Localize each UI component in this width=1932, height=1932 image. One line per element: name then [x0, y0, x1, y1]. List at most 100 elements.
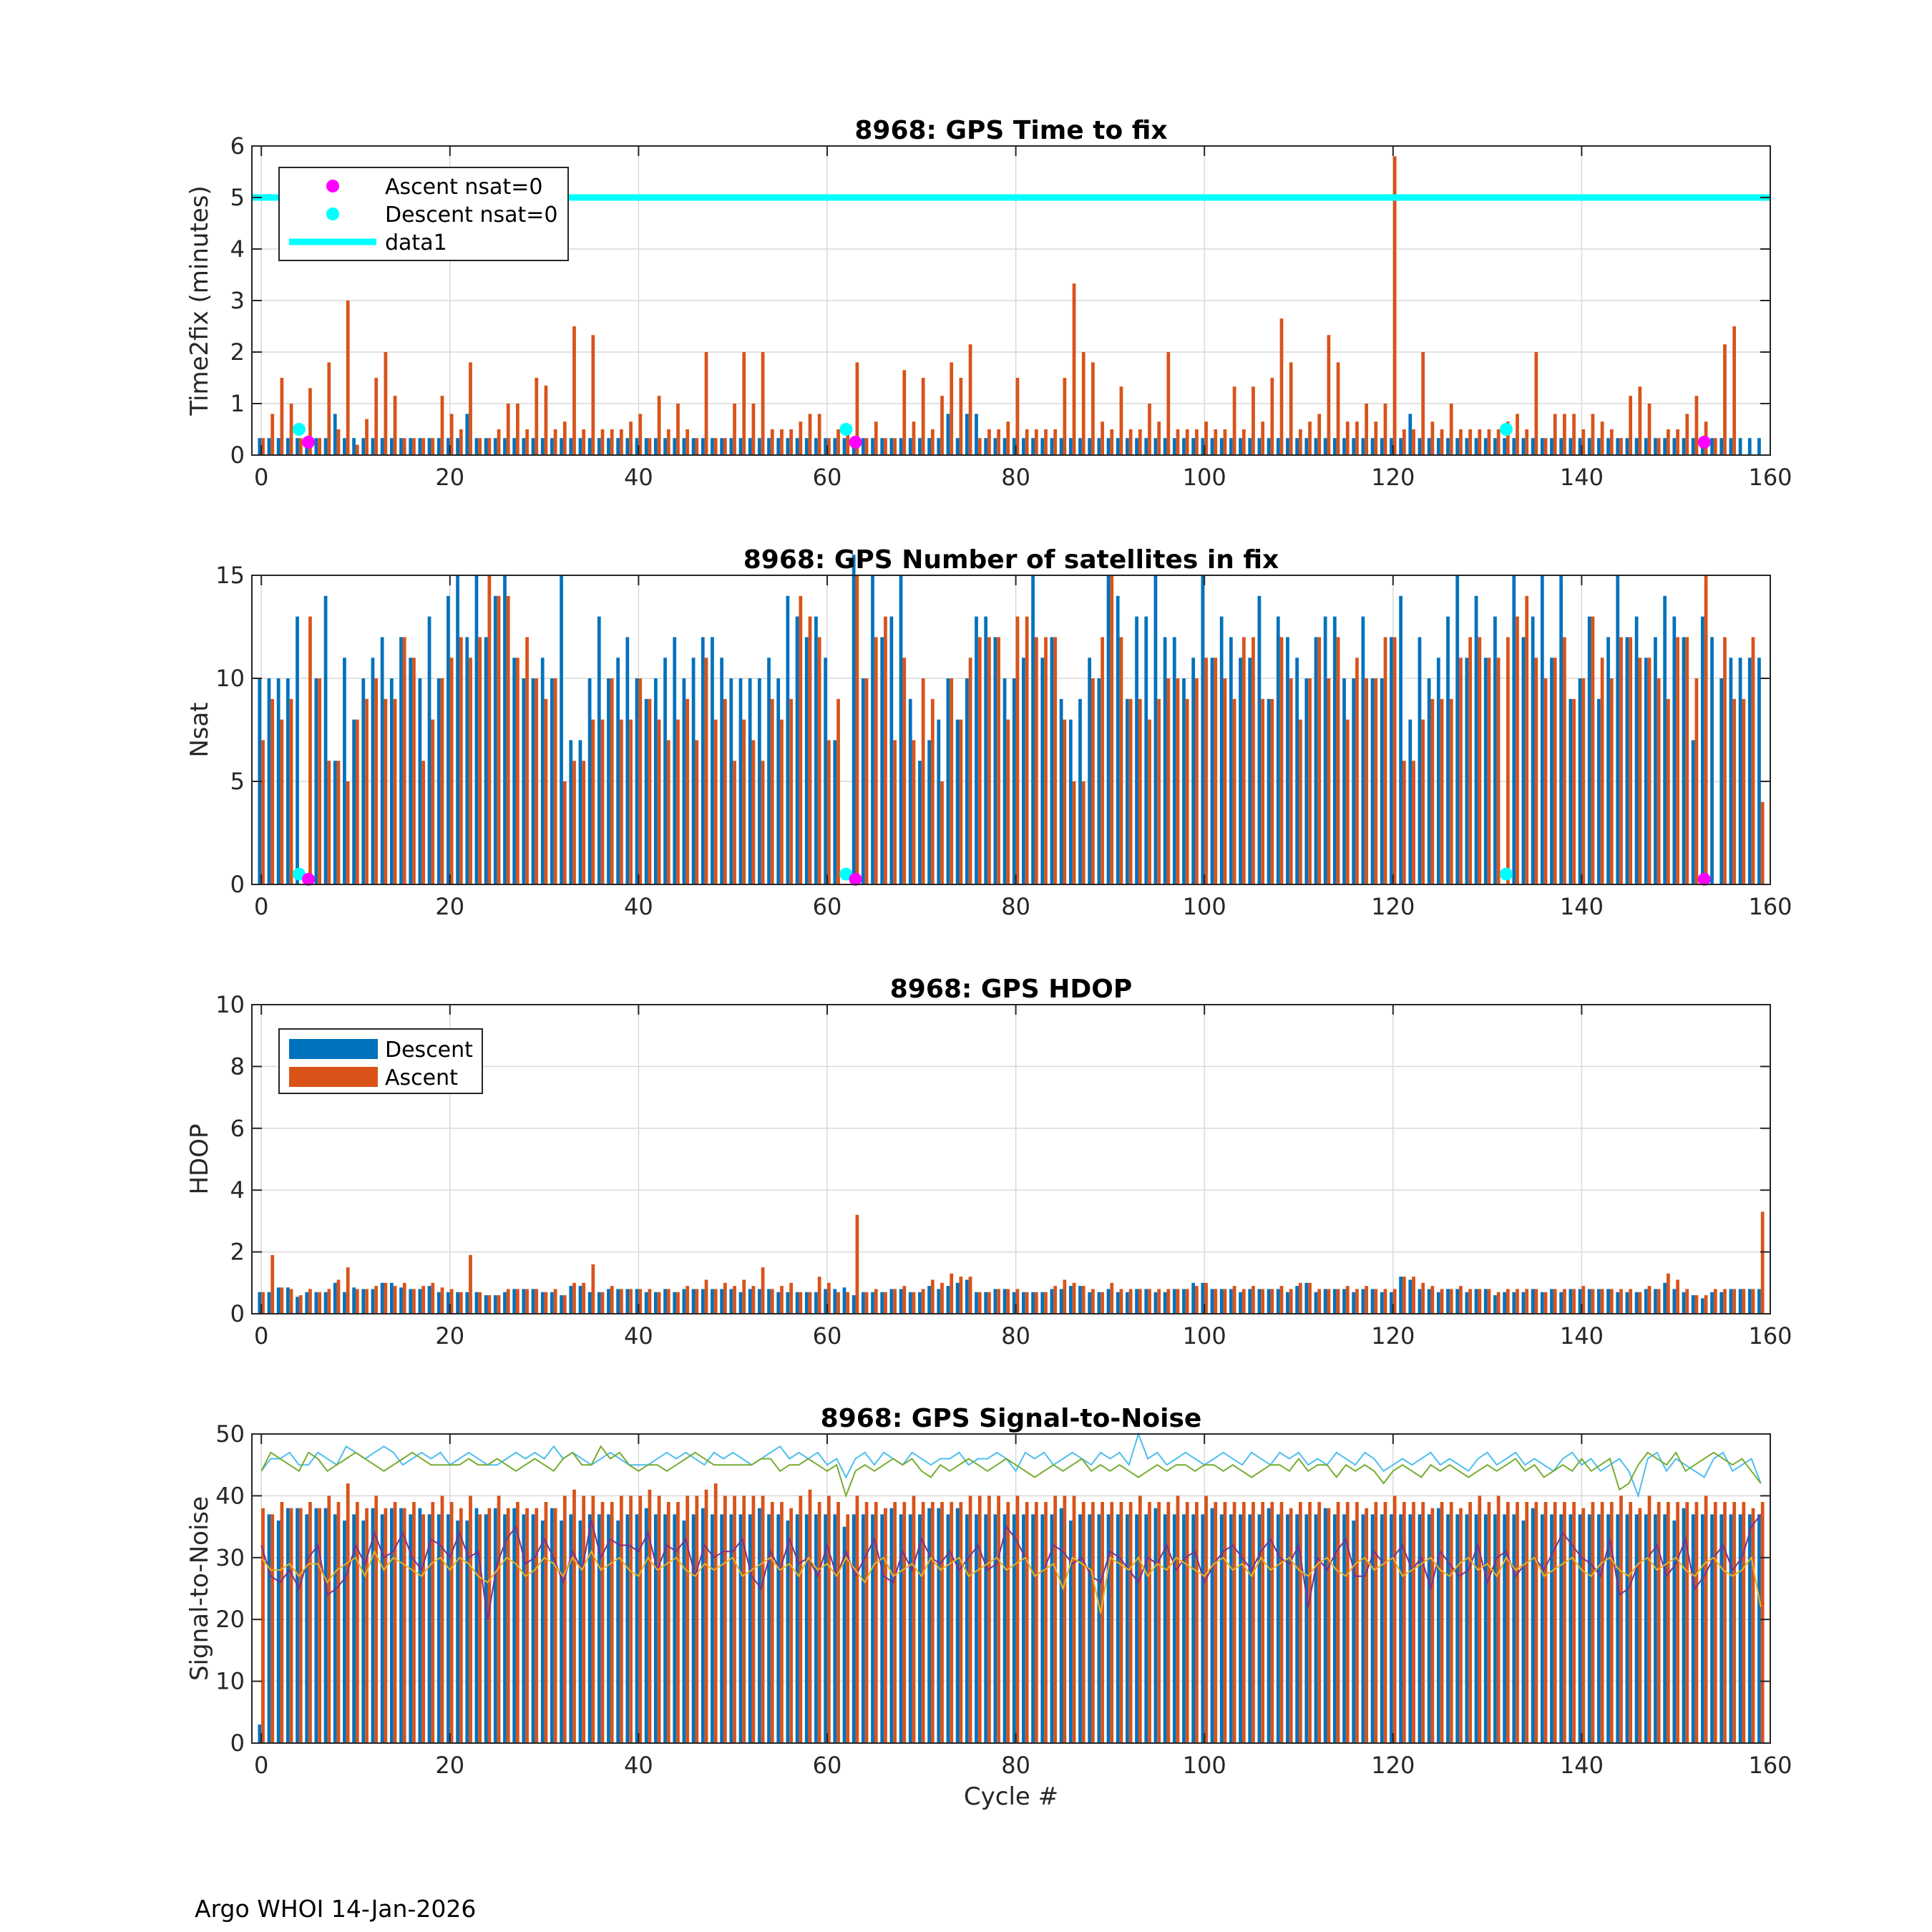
ttf-descent-bar: [1012, 438, 1016, 455]
snr-ascent-bar: [431, 1502, 435, 1743]
hdop-descent-bar: [1550, 1289, 1553, 1314]
hdop-ascent-bar: [1308, 1282, 1312, 1314]
hdop-descent-bar: [748, 1289, 752, 1314]
hdop-ascent-bar: [497, 1295, 501, 1314]
snr-ascent-bar: [638, 1496, 643, 1743]
hdop-ascent-bar: [950, 1273, 954, 1314]
hdop-panel: 0 20 40 60 80 100 120 140 160 0 2 4 6 8 10 8968: GPS H…: [185, 975, 1792, 1350]
ttf-descent-bar: [352, 438, 356, 455]
ttf-ascent-bar: [1252, 386, 1255, 455]
ttf-ascent-bar: [402, 438, 406, 455]
hdop-descent-bar: [795, 1292, 799, 1314]
hdop-ascent-bar: [1742, 1289, 1746, 1314]
nsat-ascent-bar: [1751, 637, 1755, 884]
snr-descent-bar: [522, 1514, 526, 1743]
snr-ascent-bar: [1138, 1496, 1142, 1743]
nsat-descent-bar: [1738, 658, 1742, 884]
ttf-ascent-bar: [393, 396, 397, 455]
hdop-ascent-bar: [1185, 1289, 1189, 1314]
snr-title: 8968: GPS Signal-to-Noise: [821, 1404, 1202, 1433]
nsat-descent-bar: [1654, 637, 1657, 884]
hdop-ascent-bar: [1543, 1292, 1548, 1314]
ttf-descent-bar: [323, 438, 328, 455]
snr-ascent-bar: [1609, 1502, 1614, 1743]
ttf-ascent-bar: [742, 352, 746, 455]
snr-descent-bar: [1153, 1508, 1158, 1743]
snr-ascent-bar: [298, 1508, 303, 1743]
hdop-ascent-bar: [940, 1282, 944, 1314]
ttf-descent-bar: [267, 438, 271, 455]
hdop-descent-bar: [427, 1286, 431, 1314]
snr-ascent-bar: [506, 1508, 510, 1743]
snr-ascent-bar: [1081, 1502, 1085, 1743]
nsat-ascent-bar: [1506, 637, 1510, 884]
snr-ytick-label: 20: [215, 1606, 245, 1633]
nsat-ascent-bar: [1383, 637, 1387, 884]
snr-ascent-bar: [676, 1502, 680, 1743]
hdop-ascent-bar: [440, 1287, 444, 1314]
ttf-ascent-bar: [327, 362, 331, 455]
hdop-xtick-label: 20: [435, 1322, 464, 1350]
ttf-descent-bar: [1587, 438, 1591, 455]
nsat-descent-bar: [587, 678, 592, 884]
hdop-descent-bar: [1068, 1286, 1073, 1314]
nsat-descent-bar: [786, 595, 790, 884]
nsat-descent-bar: [560, 575, 563, 884]
hdop-descent-bar: [654, 1292, 658, 1314]
nsat-descent-nsat0-marker: [1499, 867, 1513, 881]
snr-ascent-bar: [893, 1502, 897, 1743]
snr-descent-bar: [352, 1514, 356, 1743]
ttf-ascent-bar: [855, 362, 859, 455]
ttf-ascent-bar: [997, 429, 1000, 455]
ttf-ascent-bar: [789, 429, 794, 455]
nsat-ascent-bar: [1119, 637, 1123, 884]
ttf-descent-bar: [522, 438, 526, 455]
nsat-ascent-bar: [1676, 637, 1679, 884]
hdop-ascent-bar: [789, 1282, 794, 1314]
hdop-descent-bar: [1465, 1292, 1469, 1314]
nsat-descent-bar: [975, 616, 978, 884]
hdop-descent-bar: [1710, 1292, 1714, 1314]
ttf-ascent-bar: [620, 429, 623, 455]
snr-descent-bar: [833, 1514, 837, 1743]
hdop-ascent-bar: [713, 1289, 718, 1314]
nsat-ascent-bar: [1261, 698, 1265, 884]
ttf-ascent-bar: [1732, 326, 1737, 455]
nsat-ascent-bar: [638, 678, 643, 884]
nsat-descent-bar: [409, 658, 413, 884]
nsat-ascent-bar: [1355, 658, 1359, 884]
hdop-axes-box: [251, 1004, 1771, 1314]
hdop-descent-bar: [955, 1282, 960, 1314]
ttf-descent-bar: [1126, 438, 1129, 455]
ttf-descent-bar: [1314, 438, 1318, 455]
nsat-ascent-bar: [620, 719, 623, 884]
nsat-descent-bar: [711, 637, 714, 884]
snr-descent-bar: [493, 1508, 497, 1743]
hdop-ascent-bar: [1128, 1289, 1133, 1314]
nsat-ascent-bar: [1053, 637, 1058, 884]
legend-data1-label: data1: [385, 230, 447, 255]
ttf-ascent-bar: [733, 404, 736, 455]
hdop-ascent-bar: [1327, 1289, 1331, 1314]
ttf-ascent-bar: [412, 438, 416, 455]
nsat-xtick-label: 160: [1748, 893, 1792, 920]
snr-descent-bar: [776, 1514, 781, 1743]
nsat-ascent-bar: [1317, 637, 1322, 884]
snr-ascent-bar: [1223, 1502, 1227, 1743]
hdop-ascent-bar: [1751, 1289, 1755, 1314]
nsat-descent-bar: [1465, 658, 1469, 884]
ttf-descent-bar: [1286, 438, 1289, 455]
hdop-descent-bar: [1436, 1292, 1440, 1314]
nsat-ascent-bar: [1459, 658, 1463, 884]
hdop-ascent-bar: [987, 1292, 991, 1314]
ttf-descent-bar: [908, 438, 912, 455]
ttf-descent-bar: [474, 438, 479, 455]
nsat-ascent-bar: [930, 698, 935, 884]
ttf-ascent-bar: [648, 438, 652, 455]
nsat-ascent-bar: [1110, 575, 1114, 884]
nsat-ascent-bar: [912, 740, 916, 884]
nsat-ascent-bar: [1572, 698, 1576, 884]
hdop-ascent-bar: [1713, 1289, 1717, 1314]
snr-ascent-bar: [826, 1496, 831, 1743]
nsat-ascent-bar: [1232, 698, 1236, 884]
